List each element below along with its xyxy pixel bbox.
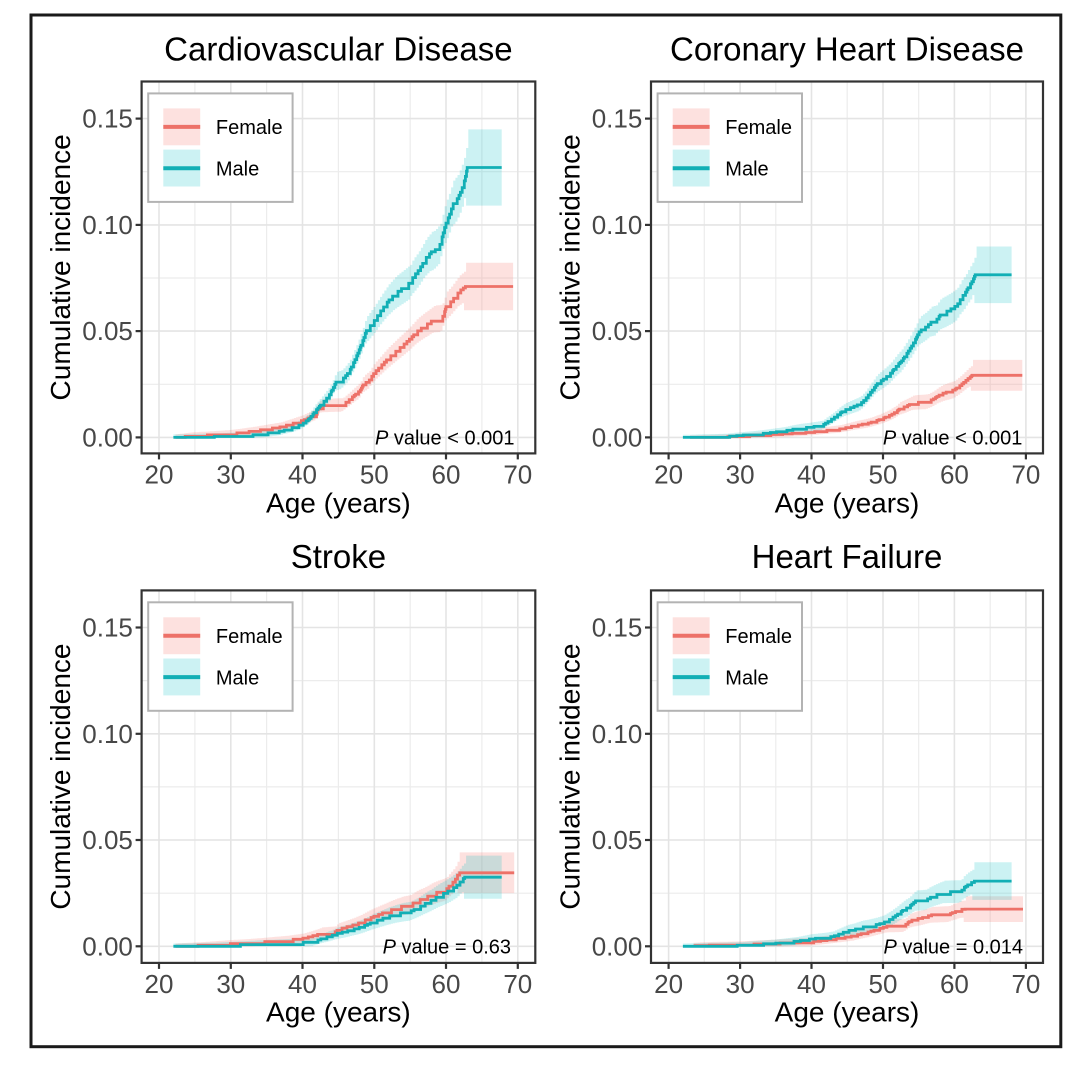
svg-text:Male: Male: [216, 667, 259, 689]
svg-text:Male: Male: [725, 158, 768, 180]
svg-text:0.15: 0.15: [82, 613, 133, 643]
svg-text:70: 70: [1011, 460, 1040, 490]
svg-text:20: 20: [654, 969, 683, 999]
svg-text:0.05: 0.05: [592, 316, 643, 346]
svg-text:30: 30: [726, 969, 755, 999]
svg-text:P value = 0.014: P value = 0.014: [883, 936, 1023, 958]
svg-text:20: 20: [145, 969, 174, 999]
svg-text:0.15: 0.15: [82, 104, 133, 134]
svg-text:30: 30: [216, 460, 245, 490]
svg-text:P value = 0.63: P value = 0.63: [383, 936, 511, 958]
svg-text:30: 30: [216, 969, 245, 999]
svg-text:0.10: 0.10: [82, 719, 133, 749]
svg-text:0.00: 0.00: [82, 931, 133, 961]
svg-text:0.15: 0.15: [592, 104, 643, 134]
svg-text:40: 40: [797, 460, 826, 490]
svg-text:0.10: 0.10: [592, 210, 643, 240]
svg-text:Cumulative incidence: Cumulative incidence: [45, 134, 76, 400]
svg-text:Cumulative incidence: Cumulative incidence: [554, 644, 585, 910]
svg-text:40: 40: [288, 460, 317, 490]
svg-text:Age (years): Age (years): [266, 997, 411, 1028]
svg-text:Age (years): Age (years): [775, 997, 920, 1028]
svg-text:20: 20: [145, 460, 174, 490]
svg-text:Stroke: Stroke: [291, 538, 386, 575]
svg-text:Cumulative incidence: Cumulative incidence: [554, 134, 585, 400]
svg-text:70: 70: [1011, 969, 1040, 999]
svg-text:Cumulative incidence: Cumulative incidence: [45, 644, 76, 910]
svg-text:0.05: 0.05: [82, 825, 133, 855]
svg-text:0.00: 0.00: [82, 422, 133, 452]
svg-text:60: 60: [432, 460, 461, 490]
svg-text:Heart Failure: Heart Failure: [752, 538, 943, 575]
svg-text:70: 70: [503, 969, 532, 999]
svg-text:Female: Female: [725, 117, 792, 139]
svg-text:P value < 0.001: P value < 0.001: [375, 427, 515, 449]
svg-text:0.10: 0.10: [592, 719, 643, 749]
svg-text:50: 50: [869, 969, 898, 999]
svg-text:0.05: 0.05: [592, 825, 643, 855]
svg-text:0.05: 0.05: [82, 316, 133, 346]
svg-text:Age (years): Age (years): [266, 488, 411, 519]
svg-text:P value < 0.001: P value < 0.001: [883, 427, 1023, 449]
svg-text:40: 40: [288, 969, 317, 999]
svg-text:Male: Male: [725, 667, 768, 689]
svg-text:50: 50: [869, 460, 898, 490]
svg-text:60: 60: [940, 460, 969, 490]
svg-text:30: 30: [726, 460, 755, 490]
svg-text:60: 60: [940, 969, 969, 999]
svg-text:Female: Female: [725, 626, 792, 648]
svg-text:60: 60: [432, 969, 461, 999]
svg-text:70: 70: [503, 460, 532, 490]
svg-text:Female: Female: [216, 626, 283, 648]
svg-text:0.15: 0.15: [592, 613, 643, 643]
svg-text:Coronary Heart Disease: Coronary Heart Disease: [670, 31, 1024, 68]
svg-text:20: 20: [654, 460, 683, 490]
svg-text:Female: Female: [216, 117, 283, 139]
svg-text:50: 50: [360, 969, 389, 999]
svg-text:50: 50: [360, 460, 389, 490]
svg-text:Cardiovascular Disease: Cardiovascular Disease: [164, 31, 512, 68]
svg-text:40: 40: [797, 969, 826, 999]
svg-text:0.10: 0.10: [82, 210, 133, 240]
svg-text:0.00: 0.00: [592, 931, 643, 961]
svg-text:Age (years): Age (years): [775, 488, 920, 519]
svg-text:Male: Male: [216, 158, 259, 180]
svg-text:0.00: 0.00: [592, 422, 643, 452]
